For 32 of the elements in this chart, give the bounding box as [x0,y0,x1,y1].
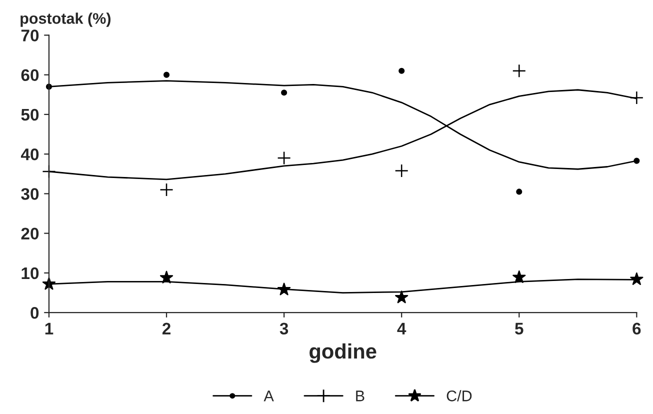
y-tick-label: 20 [21,228,39,240]
y-tick-label: 70 [21,30,39,42]
x-tick-label: 4 [397,322,406,334]
point [516,188,522,195]
x-tick-label: 6 [632,322,641,335]
point [160,182,174,197]
y-tick-label: 30 [21,188,39,200]
x-tick-label: 2 [162,322,170,334]
x-tick-label: 5 [515,322,524,335]
y-axis-title: postotak (%) [20,12,110,27]
point [277,151,291,165]
legend-label: C/D [446,390,472,402]
point [512,64,526,78]
point [394,164,408,178]
x-tick-label: 3 [280,322,288,335]
legend-label: A [264,390,274,402]
y-tick-label: 50 [21,108,39,121]
point [163,72,170,78]
point [395,290,408,304]
point [630,90,644,105]
x-axis-title: godine [310,343,376,363]
point [512,270,526,283]
y-tick-label: 60 [21,69,39,82]
point [398,68,405,74]
y-tick-label: 0 [30,306,39,319]
point [281,90,288,96]
point [160,270,174,284]
y-tick-label: 10 [22,267,39,280]
legend-label: B [356,390,364,402]
y-tick-label: 40 [20,148,39,160]
point [630,272,644,285]
x-tick-label: 1 [45,322,54,334]
